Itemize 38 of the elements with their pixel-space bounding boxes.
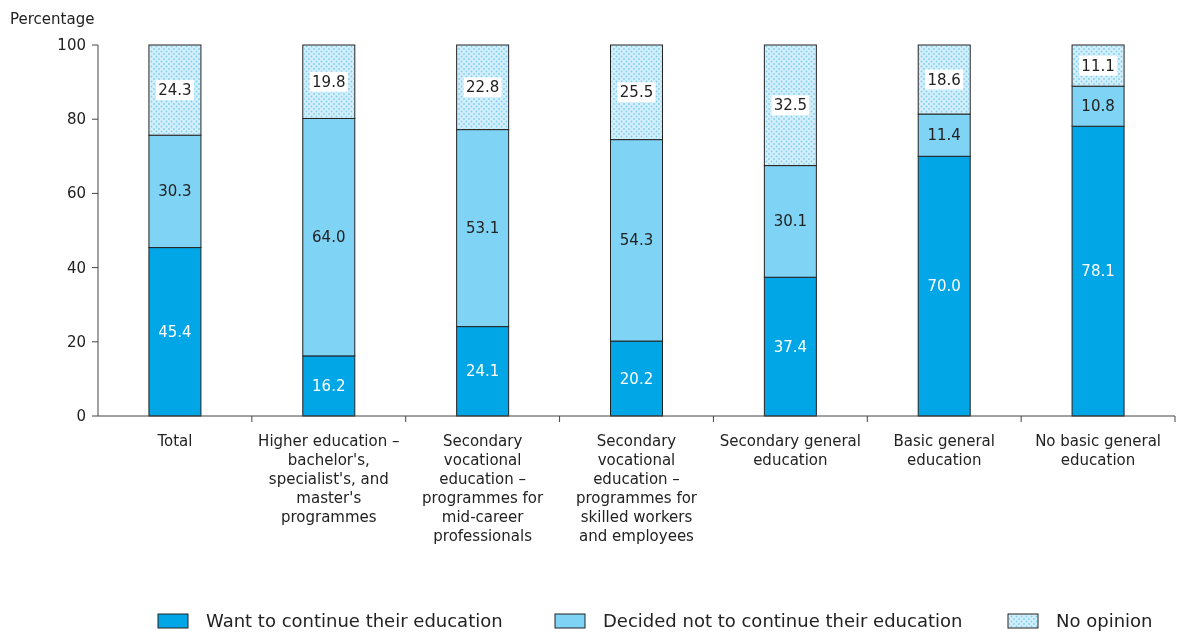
y-tick-label: 40 — [66, 258, 86, 277]
data-label: 19.8 — [312, 72, 346, 91]
data-label: 24.3 — [158, 81, 192, 100]
y-tick-label: 20 — [66, 332, 86, 351]
data-label: 64.0 — [312, 228, 346, 247]
data-label: 37.4 — [773, 337, 808, 356]
y-tick-label: 100 — [57, 36, 86, 54]
data-label: 53.1 — [465, 219, 500, 238]
data-label: 11.1 — [1081, 56, 1115, 75]
data-label: 30.1 — [773, 212, 808, 231]
legend-label: No opinion — [1056, 610, 1153, 631]
x-tick-label: Secondary general education — [719, 432, 861, 469]
data-label: 32.5 — [773, 96, 808, 115]
data-label: 24.1 — [465, 362, 500, 381]
legend-label: Decided not to continue their education — [603, 610, 963, 631]
x-tick-label: Secondary vocational education – programmes for skilled workers and employees — [575, 432, 698, 545]
data-label: 22.8 — [465, 78, 500, 97]
legend-label: Want to continue their education — [206, 610, 503, 631]
y-axis-title: Percentage — [10, 10, 95, 28]
y-tick-label: 60 — [66, 184, 86, 203]
data-label: 78.1 — [1081, 262, 1115, 281]
y-tick-label: 80 — [66, 110, 86, 129]
data-label: 11.4 — [927, 126, 961, 145]
data-label: 18.6 — [927, 70, 961, 89]
x-tick-label: Higher education – bachelor's, specialist's, and master's programmes — [258, 432, 400, 526]
data-label: 70.0 — [927, 277, 961, 296]
data-label: 20.2 — [619, 369, 654, 388]
x-tick-label: Total — [156, 432, 193, 450]
y-tick-label: 0 — [76, 407, 86, 425]
data-label: 45.4 — [158, 322, 192, 341]
x-tick-label: No basic general education — [1035, 432, 1162, 469]
x-tick-label: Basic general education — [893, 432, 995, 469]
data-label: 25.5 — [619, 83, 654, 102]
data-label: 54.3 — [619, 231, 654, 250]
data-label: 30.3 — [158, 182, 192, 201]
data-label: 10.8 — [1081, 97, 1115, 116]
data-label: 16.2 — [312, 376, 346, 395]
x-tick-label: Secondary vocational education – programmes for mid-career professionals — [422, 432, 545, 545]
